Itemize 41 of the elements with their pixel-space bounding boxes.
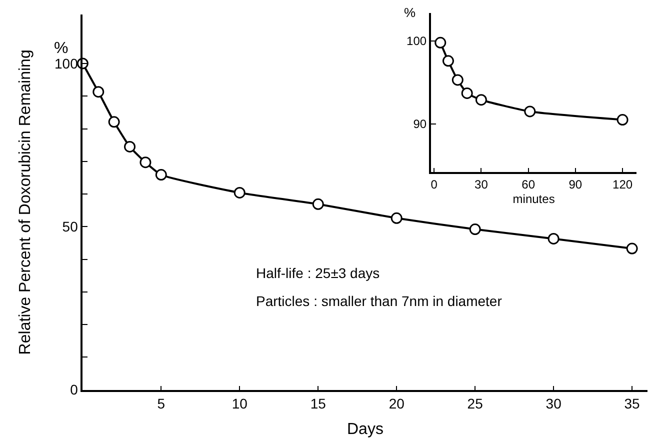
point [548,232,560,244]
y-axis-title: Relative Percent of Doxorubicin Remaining [16,50,34,355]
annotation: Half-life : 25±3 days [256,265,380,281]
point [461,87,473,99]
point [108,116,120,128]
point [92,86,104,98]
point [124,140,136,152]
point [140,156,152,168]
point [452,74,464,86]
y-tick-label: 100 [406,34,427,48]
x-tick-label: 30 [474,177,488,192]
x-tick-label: 5 [157,396,166,412]
point [524,106,536,118]
point [442,55,454,67]
point [155,169,167,181]
x-tick-label: 60 [522,177,536,192]
x-tick-label: 20 [388,396,405,412]
x-tick-label: 25 [467,396,484,412]
point [234,186,246,198]
point [616,114,628,126]
x-tick-label: 90 [568,177,582,192]
x-axis-title: minutes [512,192,555,206]
x-axis-title: Days [346,420,384,438]
y-tick-label: 50 [62,218,78,235]
y-tick-label: 100 [54,55,78,72]
annotation: Particles : smaller than 7nm in diameter [256,293,502,309]
x-tick-label: 10 [232,396,248,412]
y-tick-label: 0 [70,382,78,398]
annotation: % [404,5,416,20]
point [626,242,638,254]
x-tick-label: 35 [624,396,640,412]
point [434,36,446,48]
point [469,224,481,236]
x-tick-label: 0 [430,177,438,192]
point [312,198,324,210]
point [390,212,402,224]
x-tick-label: 30 [546,396,562,412]
x-tick-label: 120 [612,177,633,192]
point [475,94,487,106]
x-tick-label: 15 [310,396,326,412]
text: % [54,40,68,57]
